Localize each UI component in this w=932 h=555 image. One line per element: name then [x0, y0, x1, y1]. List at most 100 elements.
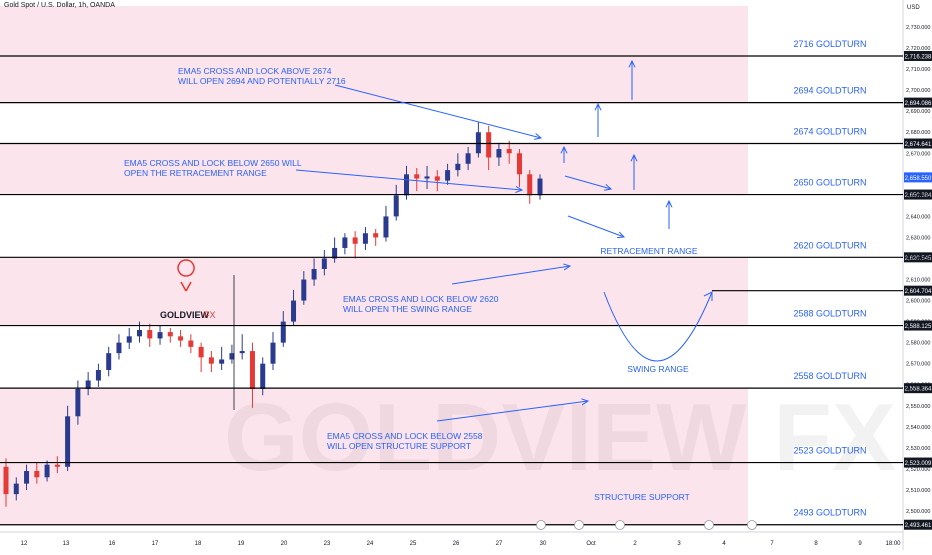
x-tick-label: 2 [633, 541, 637, 547]
x-tick-label: 25 [410, 541, 417, 547]
x-tick-label: 3 [677, 541, 681, 547]
goldturn-label: 2523 GOLDTURN [793, 446, 866, 456]
extra-price-text: 2,658.550 [905, 176, 932, 182]
x-tick-label: 24 [367, 541, 374, 547]
candle-body [106, 353, 112, 370]
candle-body [198, 346, 204, 358]
event-marker-icon [536, 520, 546, 530]
event-marker-icon [574, 520, 584, 530]
scenario-arrow-head [604, 183, 613, 191]
scenario-arrow-head [630, 153, 638, 162]
candle-body [147, 330, 153, 339]
zone-label: SWING RANGE [627, 364, 689, 374]
level-price-text: 2,620.545 [905, 256, 932, 262]
level-price-tag [904, 320, 932, 331]
candle-body [496, 149, 502, 158]
x-tick-label: 30 [540, 541, 547, 547]
candle-body [373, 233, 379, 238]
candle-body [54, 464, 60, 467]
annotation-line-1: EMA5 CROSS AND LOCK ABOVE 2674 [178, 66, 332, 76]
scenario-arrow-head [628, 59, 636, 68]
candle-body [34, 470, 40, 478]
candle-body [116, 342, 122, 354]
event-marker-icon [704, 520, 714, 530]
candle-body [167, 332, 173, 337]
scenario-arrow-head [560, 145, 568, 154]
candle-body [475, 132, 481, 154]
candle-body [486, 132, 492, 158]
level-price-text: 2,558.364 [905, 387, 932, 393]
scenario-arrow [564, 175, 612, 190]
y-tick-label: 2,540.000 [906, 425, 930, 431]
annotation-arrow [334, 84, 542, 139]
swing-range-curve-head [703, 291, 713, 301]
annotation-line-1: EMA5 CROSS AND LOCK BELOW 2620 [343, 294, 499, 304]
x-tick-label: 16 [109, 541, 116, 547]
candle-body [424, 176, 430, 179]
y-tick-label: 2,720.000 [906, 46, 930, 52]
swing-range-curve [603, 291, 713, 362]
annotation-line-1: EMA5 CROSS AND LOCK BELOW 2650 WILL [124, 158, 302, 168]
annotation-arrow [436, 400, 589, 422]
candle-body [352, 237, 358, 244]
goldturn-label: 2493 GOLDTURN [793, 508, 866, 518]
candle-body [434, 176, 440, 181]
candle-body [13, 483, 19, 495]
x-tick-label: 8 [814, 541, 818, 547]
y-tick-label: 2,600.000 [906, 299, 930, 305]
goldturn-label: 2588 GOLDTURN [793, 309, 866, 319]
annotation-arrow [295, 169, 523, 191]
annotation-line-2: WILL OPEN THE SWING RANGE [343, 304, 472, 314]
event-marker-icon [615, 520, 625, 530]
scenario-arrow-head [594, 102, 602, 111]
candle-body [260, 363, 266, 389]
candle-body [137, 330, 142, 337]
goldturn-label: 2674 GOLDTURN [793, 127, 866, 137]
candle-body [95, 369, 101, 381]
candle-body [219, 359, 225, 364]
annotation-line-2: OPEN THE RETRACEMENT RANGE [124, 168, 267, 178]
candle-body [311, 269, 317, 280]
zone-label: STRUCTURE SUPPORT [594, 492, 690, 502]
goldturn-label: 2694 GOLDTURN [793, 86, 866, 96]
y-tick-label: 2,500.000 [906, 509, 930, 515]
candle-body [383, 216, 389, 238]
level-price-tag [904, 138, 932, 149]
y-tick-label: 2,630.000 [906, 235, 930, 241]
extra-price-tag [904, 172, 932, 183]
y-tick-label: 2,550.000 [906, 404, 930, 410]
candle-body [249, 351, 255, 389]
candle-body [342, 237, 348, 248]
x-tick-label: 27 [496, 541, 503, 547]
y-tick-label: 2,510.000 [906, 488, 930, 494]
shaded-zone [0, 388, 748, 463]
goldview-logo-icon [177, 259, 195, 292]
scenario-arrow-head [616, 231, 626, 239]
y-tick-label: 2,640.000 [906, 214, 930, 220]
x-tick-label: 23 [324, 541, 331, 547]
annotation-arrow [451, 265, 571, 285]
candle-body [157, 332, 163, 339]
y-tick-label: 2,650.000 [906, 193, 930, 199]
x-tick-label: 4 [722, 541, 726, 547]
level-price-tag [904, 189, 932, 200]
candle-body [85, 380, 91, 389]
goldturn-label: 2620 GOLDTURN [793, 240, 866, 250]
candle-body [465, 153, 471, 164]
x-tick-label: 26 [453, 541, 460, 547]
x-tick-label: 18:00 [885, 541, 901, 547]
watermark-text: GOLDVIEW FX [224, 384, 896, 491]
event-marker-icon [747, 520, 757, 530]
y-tick-label: 2,580.000 [906, 341, 930, 347]
candle-body [178, 336, 184, 341]
level-price-tag [904, 50, 932, 61]
candle-body [527, 174, 533, 196]
candle-body [239, 351, 245, 354]
candle-body [516, 153, 522, 175]
y-tick-label: 2,700.000 [906, 88, 930, 94]
candle-body [3, 466, 9, 495]
x-tick-label: 17 [152, 541, 159, 547]
level-price-tag [904, 252, 932, 263]
